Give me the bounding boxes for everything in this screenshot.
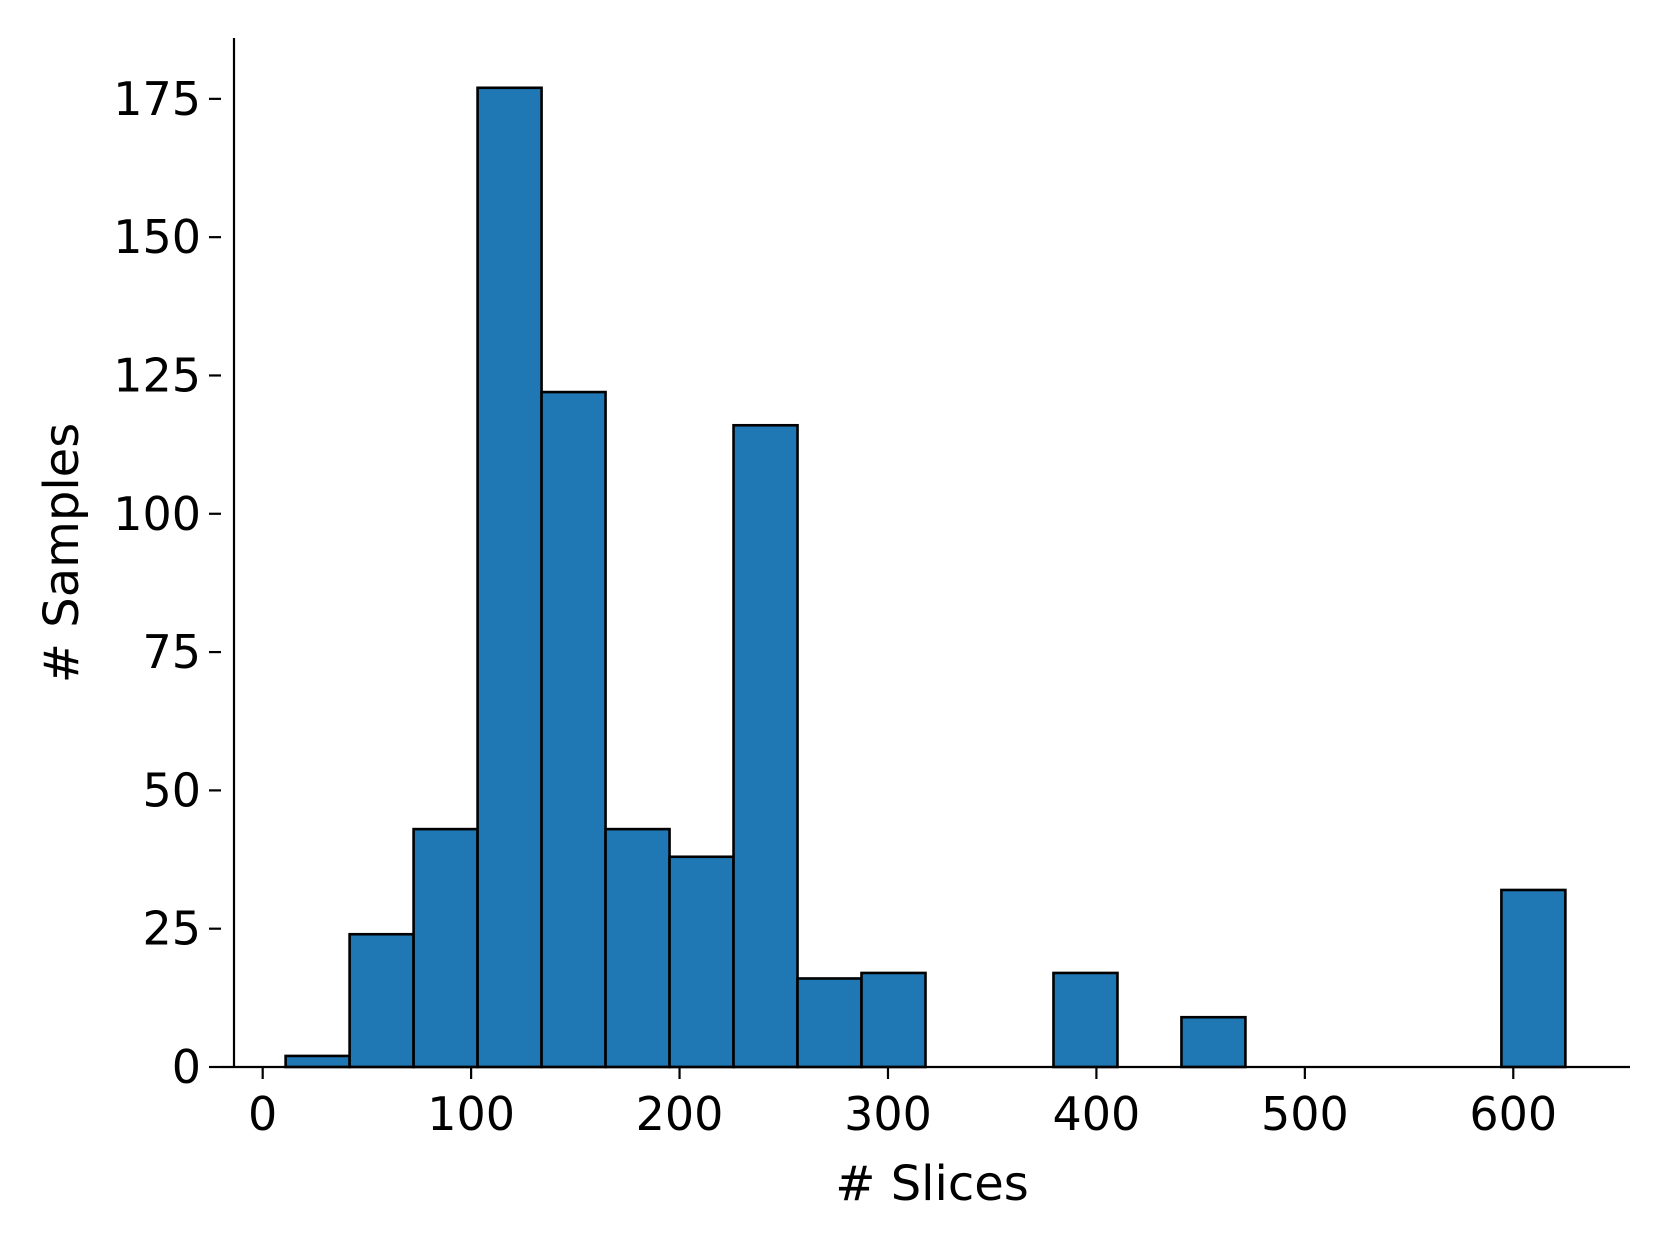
y-tick-label: 125 bbox=[113, 348, 201, 402]
histogram-bar bbox=[1052, 971, 1119, 1069]
histogram-bar bbox=[860, 971, 927, 1069]
x-tick-label: 300 bbox=[844, 1087, 932, 1141]
x-axis-label: # Slices bbox=[835, 1156, 1029, 1212]
x-tick-label: 500 bbox=[1261, 1087, 1349, 1141]
x-tick-label: 400 bbox=[1053, 1087, 1141, 1141]
histogram-bar bbox=[1180, 1015, 1247, 1069]
histogram-bar bbox=[412, 827, 479, 1069]
y-tick-label: 175 bbox=[113, 72, 201, 126]
histogram-bar bbox=[284, 1054, 351, 1069]
y-axis-label: # Samples bbox=[34, 423, 90, 683]
y-tick-label: 25 bbox=[142, 902, 201, 956]
x-tick-label: 100 bbox=[427, 1087, 515, 1141]
histogram-bar bbox=[668, 855, 735, 1069]
y-tick-label: 50 bbox=[142, 763, 201, 817]
histogram-bar bbox=[1500, 888, 1567, 1069]
y-ticks-group: 0 25 50 75 100 125 150 175 bbox=[113, 72, 221, 1094]
x-ticks-group: 0 100 200 300 400 500 600 bbox=[248, 1067, 1557, 1141]
histogram-bar bbox=[348, 932, 415, 1069]
histogram-bar bbox=[604, 827, 671, 1069]
y-tick-label: 0 bbox=[172, 1040, 201, 1094]
histogram-bar bbox=[476, 86, 543, 1069]
bars-group bbox=[284, 86, 1567, 1069]
x-tick-label: 200 bbox=[636, 1087, 724, 1141]
y-tick-label: 75 bbox=[142, 625, 201, 679]
x-tick-label: 0 bbox=[248, 1087, 277, 1141]
histogram-bar bbox=[540, 390, 607, 1069]
histogram-bar bbox=[796, 977, 863, 1069]
y-tick-label: 100 bbox=[113, 487, 201, 541]
x-tick-label: 600 bbox=[1469, 1087, 1557, 1141]
histogram-bar bbox=[732, 423, 799, 1069]
y-tick-label: 150 bbox=[113, 210, 201, 264]
axes-group bbox=[221, 38, 1630, 1069]
